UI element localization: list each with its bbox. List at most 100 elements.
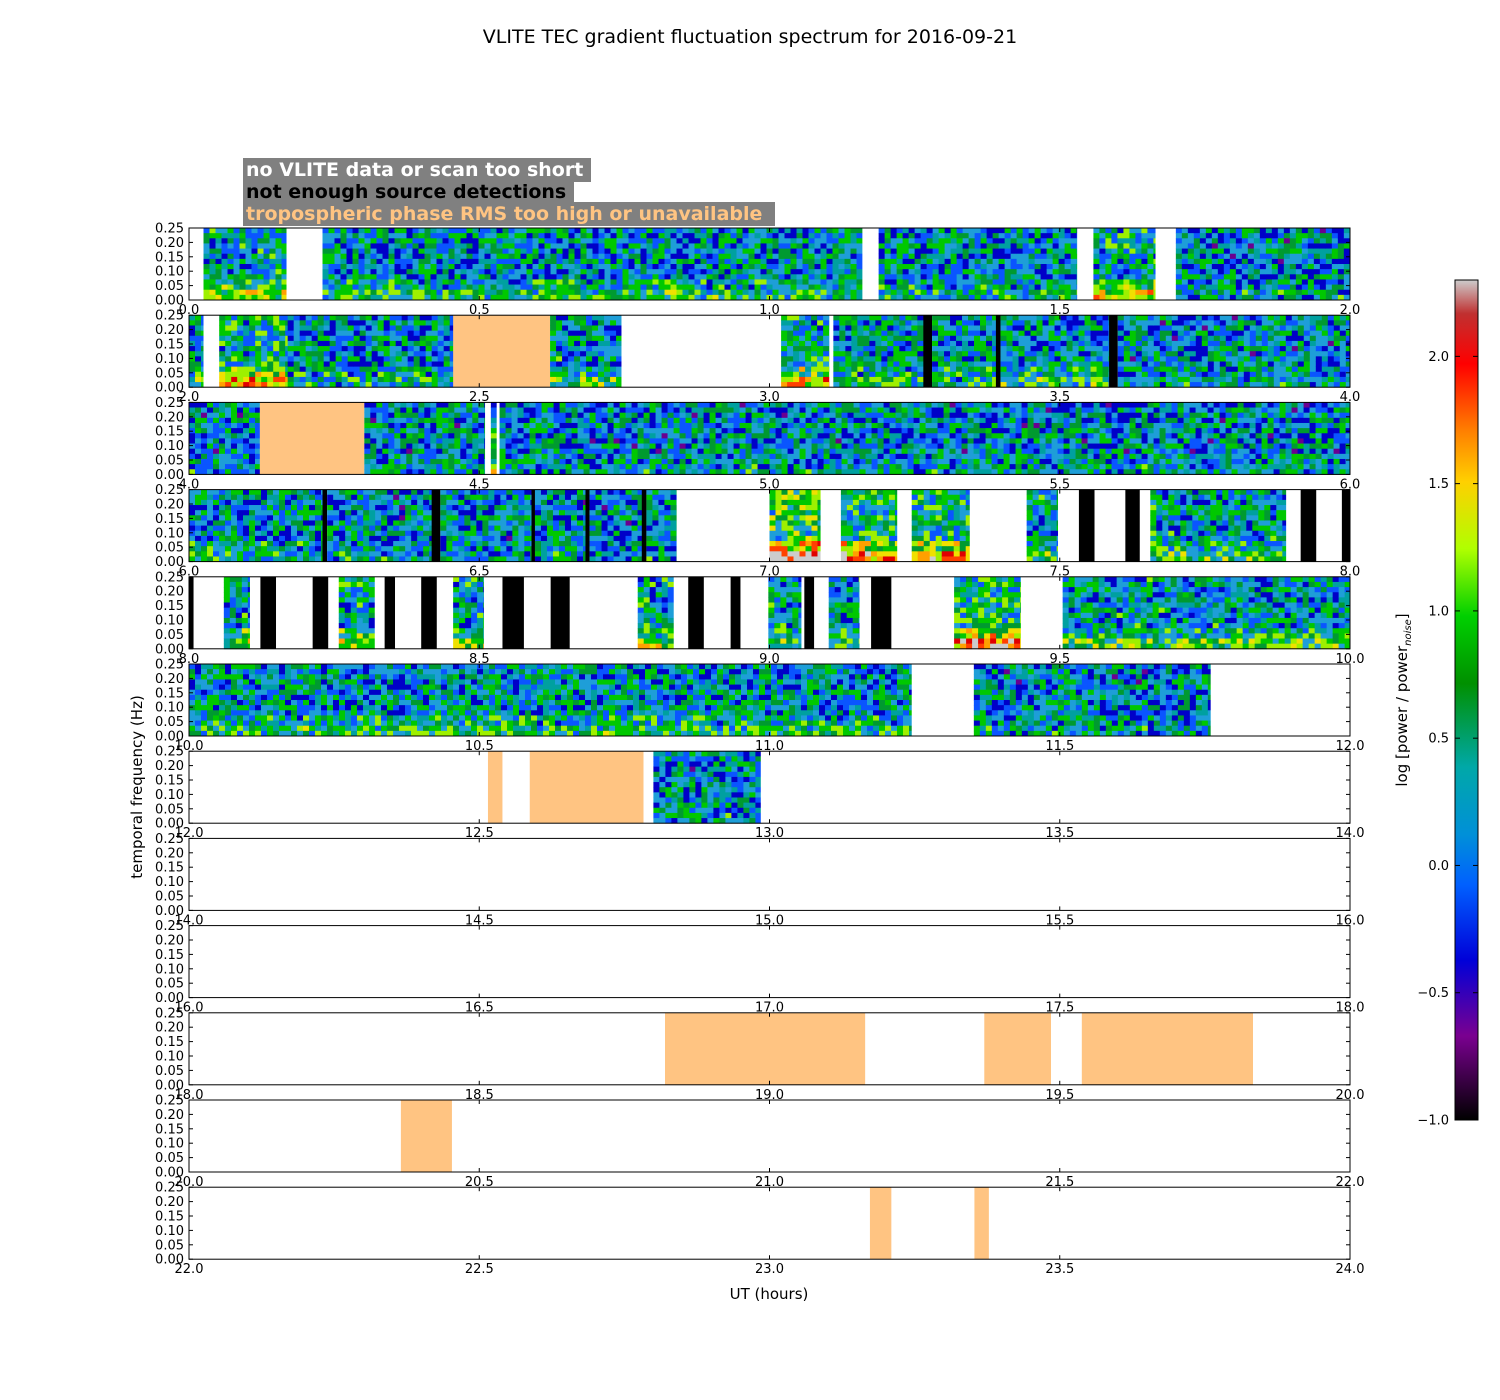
spectrum-cell xyxy=(239,258,246,265)
spectrum-cell xyxy=(700,243,707,249)
spectrum-cell xyxy=(365,320,373,326)
spectrum-cell xyxy=(442,243,449,249)
spectrum-cell xyxy=(425,315,433,321)
spectrum-cell xyxy=(221,274,228,280)
spectrum-cell xyxy=(1108,320,1110,326)
spectrum-cell xyxy=(1177,371,1185,378)
spectrum-cell xyxy=(592,294,599,301)
spectrum-cell xyxy=(1099,289,1106,296)
spectrum-cell xyxy=(712,228,719,234)
spectrum-cell xyxy=(932,233,940,239)
spectrum-cell xyxy=(370,269,377,275)
spectrum-cell xyxy=(1046,284,1054,291)
spectrum-cell xyxy=(823,325,830,332)
spectrum-cell xyxy=(980,351,987,357)
spectrum-cell xyxy=(556,330,563,337)
spectrum-cell xyxy=(893,340,900,347)
spectrum-cell xyxy=(395,320,403,326)
spectrum-cell xyxy=(358,228,365,234)
spectrum-cell xyxy=(508,258,515,265)
spectrum-cell xyxy=(377,376,385,383)
spectrum-cell xyxy=(249,340,256,347)
spectrum-cell xyxy=(811,346,818,352)
spectrum-cell xyxy=(574,320,581,326)
spectrum-cell xyxy=(568,228,575,234)
spectrum-cell xyxy=(962,315,969,321)
spectrum-cell xyxy=(1042,382,1049,388)
spectrum-cell xyxy=(245,264,252,270)
spectrum-cell xyxy=(340,238,347,244)
spectrum-cell xyxy=(1265,294,1273,301)
spectrum-cell xyxy=(1223,238,1231,244)
spectrum-cell xyxy=(793,356,800,362)
spectrum-cell xyxy=(914,228,922,234)
spectrum-cell xyxy=(394,412,401,419)
spectrum-cell xyxy=(833,315,840,321)
spectrum-cell xyxy=(1175,243,1183,249)
spectrum-cell xyxy=(388,458,395,465)
spectrum-cell xyxy=(748,279,755,285)
spectrum-cell xyxy=(400,448,407,455)
spectrum-cell xyxy=(586,269,593,275)
spectrum-cell xyxy=(1265,233,1273,239)
spectrum-cell xyxy=(1303,320,1311,326)
spectrum-cell xyxy=(956,274,964,280)
spectrum-cell xyxy=(1048,356,1055,362)
spectrum-cell xyxy=(796,289,803,296)
spectrum-cell xyxy=(370,284,377,291)
spectrum-cell xyxy=(293,320,301,326)
spectrum-cell xyxy=(905,320,912,326)
spectrum-cell xyxy=(944,320,951,326)
spectrum-cell xyxy=(1201,335,1209,342)
spectrum-cell xyxy=(1090,356,1097,362)
spectrum-cell xyxy=(239,228,246,234)
spectrum-cell xyxy=(425,361,433,368)
spectrum-cell xyxy=(1301,243,1309,249)
spectrum-cell xyxy=(436,294,443,301)
spectrum-cell xyxy=(195,351,202,357)
spectrum-cell xyxy=(394,243,401,249)
spectrum-cell xyxy=(863,366,870,373)
spectrum-cell xyxy=(887,361,894,368)
spectrum-cell xyxy=(1022,274,1030,280)
spectrum-cell xyxy=(1315,315,1323,321)
spectrum-cell xyxy=(1255,335,1263,342)
spectrum-cell xyxy=(1016,284,1024,291)
spectrum-cell xyxy=(335,366,343,373)
spectrum-cell xyxy=(225,376,232,383)
spectrum-cell xyxy=(950,366,957,373)
spectrum-cell xyxy=(974,279,982,285)
spectrum-cell xyxy=(243,315,250,321)
spectrum-cell xyxy=(1016,228,1024,234)
spectrum-cell xyxy=(1048,335,1055,342)
spectrum-cell xyxy=(448,284,455,291)
spectrum-cell xyxy=(968,289,976,296)
spectrum-cell xyxy=(201,351,204,357)
spectrum-cell xyxy=(1093,253,1100,260)
spectrum-cell xyxy=(1265,264,1273,270)
spectrum-cell xyxy=(195,433,202,439)
spectrum-cell xyxy=(1189,366,1197,373)
spectrum-cell xyxy=(1135,346,1143,352)
spectrum-cell xyxy=(1052,289,1060,296)
spectrum-cell xyxy=(1201,361,1209,368)
spectrum-cell xyxy=(1261,330,1269,337)
spectrum-cell xyxy=(508,294,515,301)
spectrum-cell xyxy=(419,340,427,347)
spectrum-cell xyxy=(1030,351,1037,357)
spectrum-cell xyxy=(974,284,982,291)
spectrum-cell xyxy=(817,356,824,362)
spectrum-cell xyxy=(334,269,341,275)
spectrum-cell xyxy=(884,253,892,260)
spectrum-cell xyxy=(1345,346,1351,352)
spectrum-cell xyxy=(580,279,587,285)
spectrum-cell xyxy=(1129,325,1137,332)
spectrum-cell xyxy=(341,366,349,373)
spectrum-cell xyxy=(401,351,409,357)
spectrum-cell xyxy=(431,382,439,388)
spectrum-cell xyxy=(1046,248,1054,255)
spectrum-cell xyxy=(793,315,800,321)
spectrum-cell xyxy=(514,284,521,291)
spectrum-cell xyxy=(1111,294,1118,301)
y-tick-label: 0.25 xyxy=(155,309,184,324)
